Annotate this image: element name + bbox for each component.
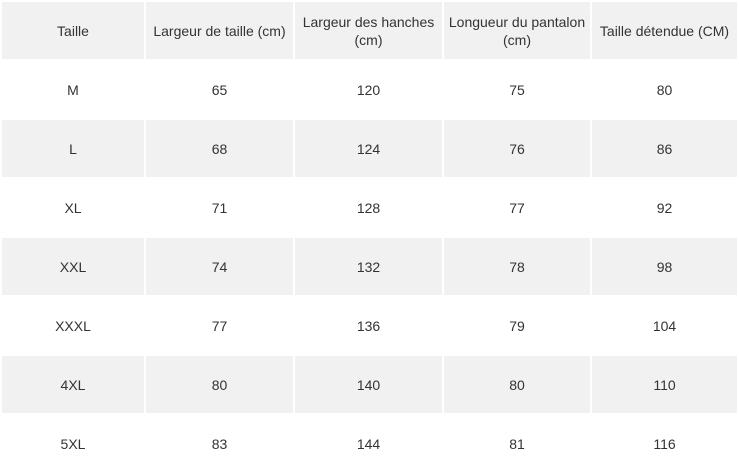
cell-hip-width: 132 xyxy=(295,238,442,295)
cell-pant-length: 75 xyxy=(444,61,590,118)
table-row: XL 71 128 77 92 xyxy=(2,179,737,236)
cell-hip-width: 124 xyxy=(295,120,442,177)
cell-pant-length: 78 xyxy=(444,238,590,295)
cell-stretched-waist: 104 xyxy=(592,297,737,354)
table-body: M 65 120 75 80 L 68 124 76 86 XL 71 128 … xyxy=(2,61,737,472)
cell-size: M xyxy=(2,61,144,118)
cell-pant-length: 76 xyxy=(444,120,590,177)
table-row: L 68 124 76 86 xyxy=(2,120,737,177)
header-hip-width: Largeur des hanches (cm) xyxy=(295,2,442,59)
cell-pant-length: 77 xyxy=(444,179,590,236)
cell-size: XXL xyxy=(2,238,144,295)
table-row: XXXL 77 136 79 104 xyxy=(2,297,737,354)
header-size: Taille xyxy=(2,2,144,59)
cell-waist-width: 80 xyxy=(146,356,293,413)
cell-stretched-waist: 92 xyxy=(592,179,737,236)
cell-size: XL xyxy=(2,179,144,236)
cell-stretched-waist: 80 xyxy=(592,61,737,118)
cell-pant-length: 80 xyxy=(444,356,590,413)
cell-size: XXXL xyxy=(2,297,144,354)
cell-pant-length: 81 xyxy=(444,415,590,472)
cell-size: 5XL xyxy=(2,415,144,472)
table-row: XXL 74 132 78 98 xyxy=(2,238,737,295)
header-pant-length: Longueur du pantalon (cm) xyxy=(444,2,590,59)
cell-hip-width: 128 xyxy=(295,179,442,236)
header-row: Taille Largeur de taille (cm) Largeur de… xyxy=(2,2,737,59)
table-header: Taille Largeur de taille (cm) Largeur de… xyxy=(2,2,737,59)
table-row: M 65 120 75 80 xyxy=(2,61,737,118)
header-waist-width: Largeur de taille (cm) xyxy=(146,2,293,59)
cell-stretched-waist: 116 xyxy=(592,415,737,472)
cell-pant-length: 79 xyxy=(444,297,590,354)
cell-hip-width: 120 xyxy=(295,61,442,118)
table-row: 5XL 83 144 81 116 xyxy=(2,415,737,472)
cell-hip-width: 144 xyxy=(295,415,442,472)
cell-waist-width: 71 xyxy=(146,179,293,236)
cell-hip-width: 140 xyxy=(295,356,442,413)
header-stretched-waist: Taille détendue (CM) xyxy=(592,2,737,59)
table-row: 4XL 80 140 80 110 xyxy=(2,356,737,413)
cell-hip-width: 136 xyxy=(295,297,442,354)
cell-waist-width: 74 xyxy=(146,238,293,295)
cell-size: 4XL xyxy=(2,356,144,413)
cell-waist-width: 65 xyxy=(146,61,293,118)
cell-stretched-waist: 86 xyxy=(592,120,737,177)
cell-waist-width: 77 xyxy=(146,297,293,354)
cell-stretched-waist: 98 xyxy=(592,238,737,295)
cell-stretched-waist: 110 xyxy=(592,356,737,413)
cell-waist-width: 83 xyxy=(146,415,293,472)
cell-size: L xyxy=(2,120,144,177)
cell-waist-width: 68 xyxy=(146,120,293,177)
